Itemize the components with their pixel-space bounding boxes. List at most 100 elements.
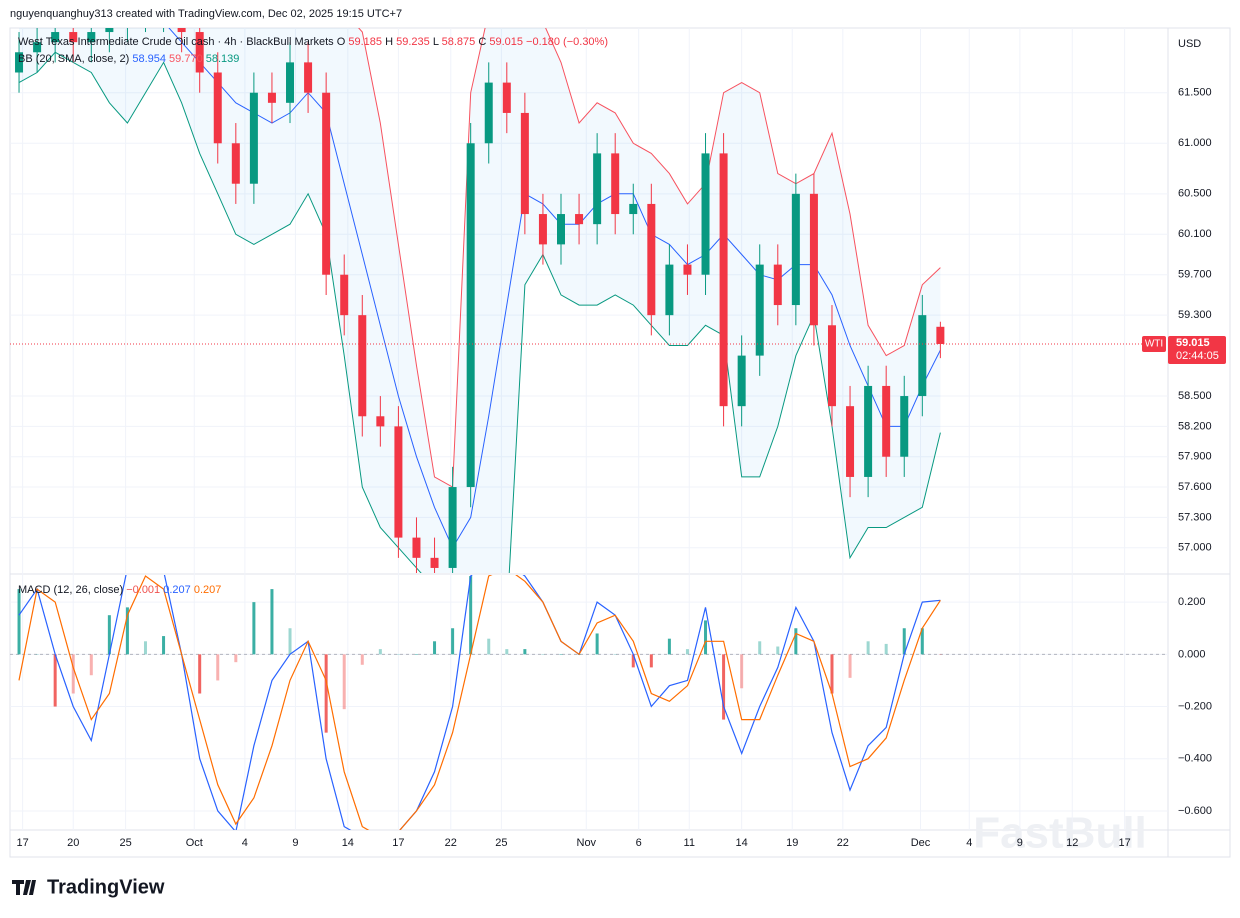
histogram-bar — [649, 654, 653, 668]
y-tick-label: 60.500 — [1178, 188, 1212, 200]
histogram-bar — [396, 654, 400, 655]
histogram-bar — [487, 638, 491, 655]
candle-body — [412, 537, 421, 558]
legend-value: 59.185 — [348, 36, 382, 48]
candle-body — [15, 52, 24, 73]
histogram-bar — [685, 649, 689, 655]
y-tick-label: −0.400 — [1178, 753, 1212, 765]
indicator-value: −0.001 — [126, 584, 160, 596]
y-tick-label: 60.100 — [1178, 228, 1212, 240]
histogram-bar — [776, 646, 780, 655]
y-tick-label: 0.000 — [1178, 648, 1206, 660]
candle-body — [430, 557, 439, 568]
symbol-tag-text: WTI — [1145, 339, 1163, 350]
candle-body — [231, 143, 240, 184]
histogram-bar — [902, 628, 906, 655]
legend-value: 58.875 — [442, 36, 476, 48]
currency: USD — [1178, 38, 1201, 50]
band-fill — [19, 28, 941, 573]
watermark: FastBull — [973, 809, 1147, 858]
x-tick-label: 17 — [1119, 837, 1131, 849]
legend-change: −0.180 (−0.30%) — [526, 36, 608, 48]
histogram-bar — [89, 654, 93, 676]
candle-body — [195, 32, 204, 73]
indicator-value: 58.139 — [206, 53, 240, 65]
macd-line — [18, 575, 941, 830]
candle-body — [900, 396, 909, 457]
candle-body — [936, 326, 945, 344]
histogram-bar — [288, 628, 292, 655]
histogram-bar — [848, 654, 852, 678]
histogram-bar — [469, 576, 473, 655]
y-tick-label: 59.700 — [1178, 269, 1212, 281]
histogram-bar — [17, 589, 21, 655]
band-line — [168, 28, 941, 549]
histogram-bar — [71, 654, 75, 694]
histogram-bar — [667, 638, 671, 655]
candle-body — [665, 264, 674, 316]
histogram-bar — [758, 641, 762, 655]
x-tick-label: 4 — [242, 837, 248, 849]
frame — [9, 27, 1231, 858]
histogram-bar — [342, 654, 346, 710]
candle-body — [177, 28, 186, 33]
histogram-bar — [198, 654, 202, 694]
histogram-bar — [794, 628, 798, 655]
candle-body — [322, 92, 331, 275]
header: nguyenquanghuy313 created with TradingVi… — [10, 8, 402, 20]
candle-body — [538, 214, 547, 245]
macd-legend: MACD (12, 26, close) −0.001 0.207 0.207 — [18, 584, 221, 596]
histogram-bar — [812, 654, 816, 655]
candle-body — [918, 315, 927, 397]
band-line — [358, 28, 941, 488]
candle-body — [882, 385, 891, 457]
histogram-bar — [107, 615, 111, 655]
y-tick-label: 58.500 — [1178, 390, 1212, 402]
histogram-bar — [270, 589, 274, 655]
histogram-bar — [559, 654, 563, 655]
candle-body — [340, 274, 349, 316]
y-tick-label: 0.200 — [1178, 596, 1206, 608]
indicator-value: 58.954 — [132, 53, 166, 65]
candle-body — [719, 153, 728, 407]
histogram-bar — [360, 654, 364, 665]
indicator-value: 0.207 — [194, 584, 222, 596]
candle-body — [33, 42, 42, 53]
price-tag-value: 59.015 — [1176, 337, 1210, 349]
price-tag-countdown: 02:44:05 — [1176, 350, 1219, 362]
y-tick-label: 58.200 — [1178, 420, 1212, 432]
histogram-bar — [252, 602, 256, 655]
histogram-bar — [162, 636, 166, 655]
x-tick-label: 22 — [837, 837, 849, 849]
y-tick-label: 61.500 — [1178, 87, 1212, 99]
histogram-bar — [306, 654, 310, 655]
x-tick-label: 17 — [17, 837, 29, 849]
candle-body — [213, 72, 222, 144]
candle-body — [611, 153, 620, 215]
indicator-name: MACD (12, 26, close) — [18, 584, 123, 596]
y-tick-label: −0.600 — [1178, 805, 1212, 817]
legend-title: West Texas Intermediate Crude Oil cash ·… — [18, 36, 334, 48]
histogram-bar — [884, 643, 888, 655]
histogram-bar — [920, 628, 924, 655]
candle-body — [520, 112, 529, 215]
x-tick-label: 17 — [392, 837, 404, 849]
candle-body — [394, 426, 403, 538]
histogram-bar — [523, 649, 527, 655]
symbol-tag — [1142, 335, 1166, 352]
candle-body — [827, 325, 836, 407]
candle-body — [466, 143, 475, 488]
logo: TradingView — [12, 876, 165, 898]
candle-body — [69, 32, 78, 43]
y-tick-label: −0.200 — [1178, 700, 1212, 712]
candle-body — [87, 32, 96, 43]
x-tick-label: Oct — [186, 837, 203, 849]
band-line — [18, 51, 941, 573]
x-tick-label: 11 — [684, 837, 695, 849]
bb-legend: BB (20, SMA, close, 2) 58.954 59.770 58.… — [18, 53, 239, 65]
histogram-bar — [740, 654, 744, 689]
candle-body — [593, 153, 602, 225]
candle-body — [647, 203, 656, 316]
